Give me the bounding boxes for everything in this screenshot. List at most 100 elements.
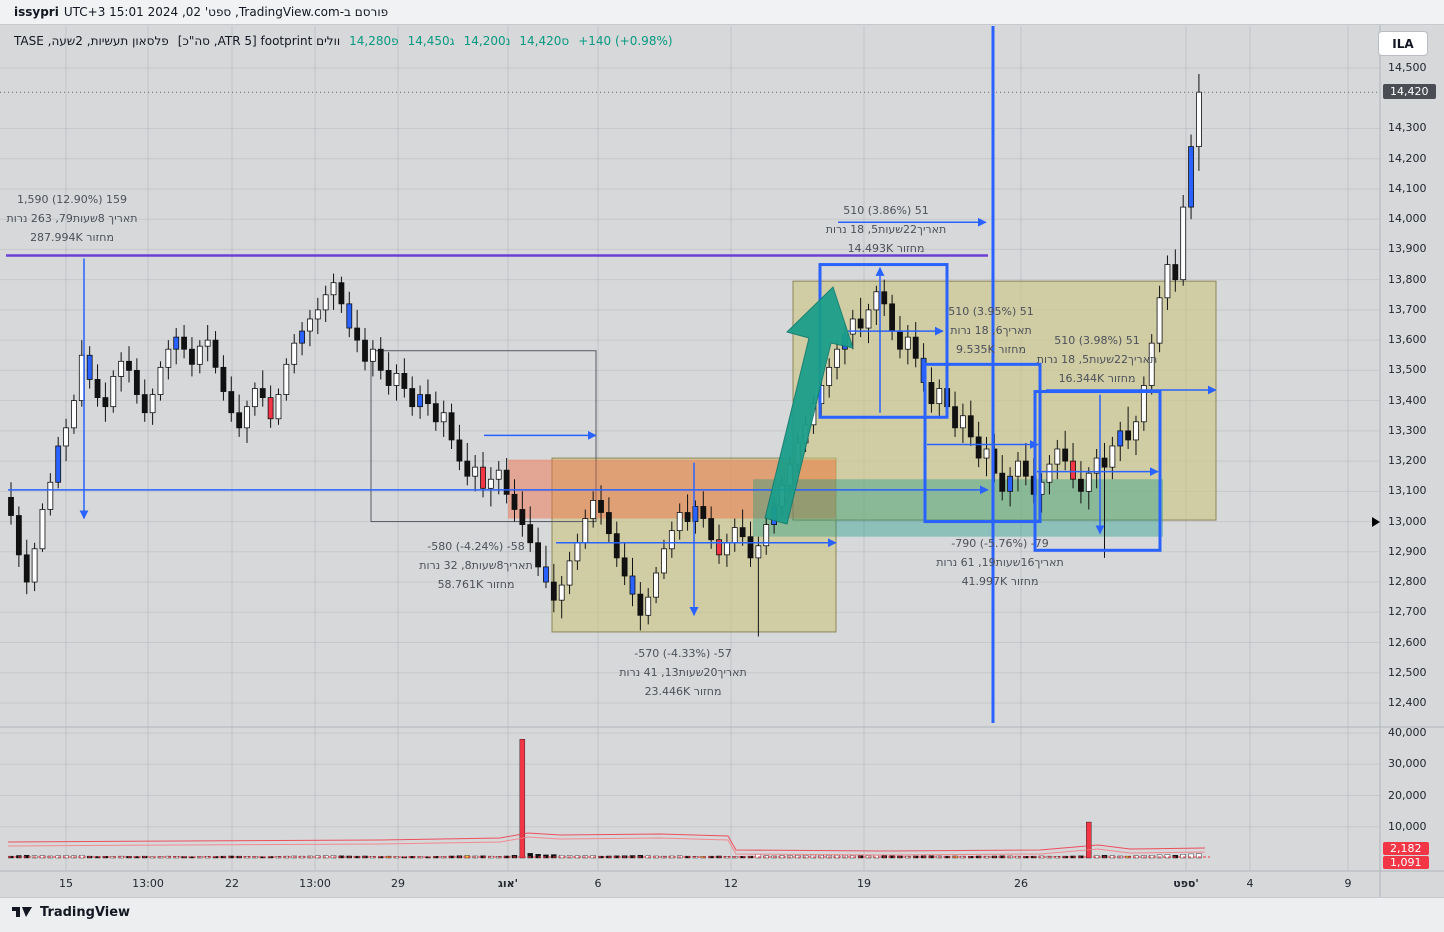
candle <box>1117 421 1124 462</box>
candle <box>928 367 935 413</box>
candle <box>1188 134 1194 220</box>
time-axis-label: 4 <box>1246 877 1254 890</box>
candle <box>1148 334 1155 395</box>
price-level-marker-icon <box>1372 517 1380 527</box>
candle <box>1180 195 1187 286</box>
volume-bar <box>1164 854 1171 859</box>
candle <box>141 379 148 422</box>
candle <box>283 358 290 401</box>
candle <box>15 506 22 567</box>
candle <box>314 297 321 335</box>
time-axis-label: 15 <box>59 877 73 890</box>
tradingview-logo-icon[interactable] <box>12 904 34 920</box>
range-annotation[interactable]: 1,590 (12.90%) 159 תאריך 8שעות79, 263 נרו… <box>0 190 172 247</box>
candle <box>118 352 125 392</box>
price-axis-label: 13,400 <box>1388 393 1427 407</box>
candle <box>307 309 313 347</box>
candle <box>1070 442 1076 489</box>
candle <box>621 542 628 586</box>
candle <box>653 566 659 604</box>
volume-ma-line-2 <box>7 836 1206 856</box>
time-axis-label: 13:00 <box>132 877 164 890</box>
price-axis-label: 13,000 <box>1388 514 1427 528</box>
candle <box>401 358 408 398</box>
candle <box>1196 74 1202 171</box>
blue-rectangle[interactable] <box>1033 390 1162 552</box>
demand-zone[interactable] <box>753 479 1163 537</box>
candle <box>55 436 62 489</box>
candle <box>1133 415 1139 456</box>
candle <box>1078 461 1084 504</box>
candle <box>94 364 101 407</box>
volume-bar <box>551 854 557 859</box>
footer: TradingView <box>12 904 130 920</box>
candle <box>645 588 652 625</box>
time-axis-label: 19 <box>857 877 871 890</box>
candle <box>299 322 305 356</box>
candle <box>385 352 392 395</box>
candle <box>629 557 636 607</box>
candle <box>126 346 132 383</box>
candle <box>220 355 227 401</box>
candle <box>826 358 833 398</box>
annotation-line: תאריך8שעות8, 32 נרות <box>419 559 533 572</box>
candle <box>747 521 754 567</box>
candle <box>1046 455 1053 495</box>
price-axis-label: 13,800 <box>1388 272 1427 286</box>
last-price-badge: 14,420 <box>1383 84 1436 99</box>
candle <box>1054 439 1061 480</box>
time-axis-label: 12 <box>724 877 738 890</box>
range-annotation[interactable]: -580 (-4.24%) -58 תאריך8שעות8, 32 נרות מחז… <box>376 537 576 594</box>
candle <box>8 482 14 525</box>
range-annotation[interactable]: 510 (3.98%) 51 תאריך22שעות5, 18 נרות מחזור… <box>997 331 1197 388</box>
candle <box>354 309 361 353</box>
blue-rectangle[interactable] <box>923 362 1042 524</box>
candle <box>1085 467 1092 510</box>
candle <box>613 521 620 567</box>
price-axis-label: 13,700 <box>1388 302 1427 316</box>
range-annotation[interactable]: 510 (3.95%) 51 תאריך6, 18 נרות מחזור 9.535… <box>891 302 1091 359</box>
annotation-line: תאריך 8שעות79, 263 נרות <box>6 212 138 225</box>
price-axis-label: 12,700 <box>1388 605 1427 619</box>
price-axis-label: 12,800 <box>1388 575 1427 589</box>
candle <box>511 479 518 522</box>
candle <box>1125 406 1132 449</box>
indicator-title[interactable]: וולים footprint [ATR 5, סה"כ] <box>177 34 341 48</box>
brand-name[interactable]: TradingView <box>40 904 131 920</box>
candle <box>1172 249 1179 292</box>
price-axis-label: 13,200 <box>1388 454 1427 468</box>
candle <box>204 325 211 362</box>
annotation-line: מחזור 23.446K <box>644 685 722 698</box>
candle <box>1022 442 1029 486</box>
candle <box>716 524 722 564</box>
author-name[interactable]: issypri <box>14 5 59 19</box>
candle <box>338 276 345 313</box>
up-arrow[interactable] <box>764 286 854 525</box>
candle <box>165 340 172 380</box>
price-axis-label: 13,500 <box>1388 363 1427 377</box>
volume-badge-1: 2,182 <box>1383 842 1429 855</box>
range-annotation[interactable]: -570 (-4.33%) -57 תאריך20שעות13, 41 נרות מ… <box>583 644 783 701</box>
candle <box>251 382 258 416</box>
volume-bar <box>1086 821 1092 859</box>
candle <box>47 473 54 516</box>
candle <box>86 346 93 389</box>
candle <box>196 340 203 374</box>
annotation-line: תאריך16שעות19, 61 נרות <box>936 556 1064 569</box>
candle <box>912 322 919 368</box>
candle <box>527 506 534 552</box>
range-annotation[interactable]: 510 (3.86%) 51 תאריך22שעות5, 18 נרות מחזור… <box>786 201 986 258</box>
candle <box>102 382 109 422</box>
ohlc-low: נ14,200 <box>463 34 511 48</box>
flag-badge[interactable]: ILA <box>1378 31 1428 56</box>
annotation-line: 510 (3.86%) 51 <box>843 204 929 217</box>
candle <box>661 539 667 580</box>
annotation-line: מחזור 41.997K <box>961 575 1039 588</box>
volume-bar <box>1188 853 1194 859</box>
symbol-title[interactable]: פלסאון תעשיות, 2שעה, TASE <box>14 34 169 48</box>
range-annotation[interactable]: -790 (-5.76%) -79 תאריך16שעות19, 61 נרות מ… <box>900 534 1100 591</box>
annotation-line: -570 (-4.33%) -57 <box>634 647 732 660</box>
candle <box>700 491 707 528</box>
annotation-line: -580 (-4.24%) -58 <box>427 540 525 553</box>
